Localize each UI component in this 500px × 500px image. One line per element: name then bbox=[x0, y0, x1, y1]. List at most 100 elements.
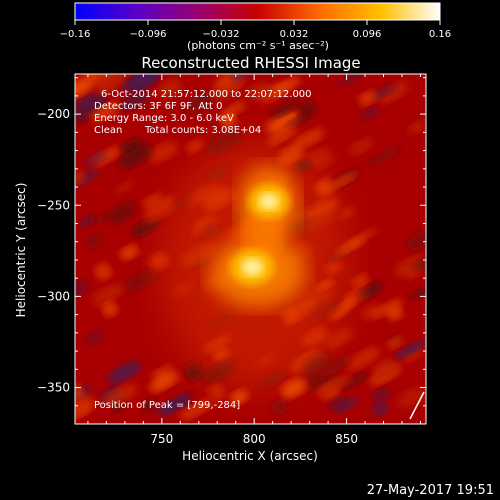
emission-patch bbox=[84, 232, 103, 249]
annotation-peak: Position of Peak = [799,-284] bbox=[94, 400, 240, 411]
emission-patch bbox=[367, 146, 402, 166]
emission-patch bbox=[333, 397, 358, 413]
emission-patch bbox=[246, 82, 270, 101]
timestamp: 27-May-2017 19:51 bbox=[367, 483, 494, 498]
emission-patch bbox=[348, 138, 373, 155]
x-tick-label: 850 bbox=[335, 432, 358, 446]
emission-patch bbox=[91, 283, 124, 305]
emission-patch bbox=[101, 301, 118, 317]
annotation-detectors: Detectors: 3F 6F 9F, Att 0 bbox=[94, 101, 222, 112]
emission-patch bbox=[326, 172, 358, 191]
emission-patch bbox=[143, 202, 176, 223]
annotation-method: Clean bbox=[94, 125, 122, 136]
emission-patch bbox=[207, 383, 225, 401]
emission-patch bbox=[397, 386, 426, 408]
emission-patch bbox=[107, 361, 142, 384]
colorbar-tick-label: −0.16 bbox=[60, 29, 91, 40]
emission-patch bbox=[140, 397, 159, 414]
emission-patch bbox=[406, 230, 426, 251]
emission-patch bbox=[75, 99, 106, 122]
plot-area bbox=[75, 74, 426, 424]
emission-patch bbox=[318, 355, 353, 377]
y-axis: −200 −250 −300 −350 bbox=[37, 77, 426, 407]
emission-patch bbox=[315, 375, 351, 397]
emission-patch bbox=[297, 101, 317, 119]
emission-patch bbox=[408, 121, 426, 134]
emission-patch bbox=[358, 90, 377, 106]
emission-patch bbox=[338, 206, 355, 220]
y-tick-label: −350 bbox=[37, 381, 70, 395]
annotation-counts: Total counts: 3.08E+04 bbox=[144, 125, 261, 136]
colorbar: −0.16 −0.096 −0.032 0.032 0.096 0.16 (photons… bbox=[60, 2, 451, 52]
emission-patch bbox=[183, 90, 218, 113]
emission-patch bbox=[281, 378, 307, 398]
emission-patch bbox=[266, 110, 301, 134]
emission-patch bbox=[267, 127, 298, 145]
emission-patch bbox=[121, 92, 149, 111]
colorbar-tick-label: −0.032 bbox=[202, 29, 239, 40]
emission-patch bbox=[376, 82, 409, 103]
emission-patch bbox=[75, 77, 95, 100]
colorbar-tick-label: 0.032 bbox=[280, 29, 309, 40]
x-tick-label: 800 bbox=[243, 432, 266, 446]
emission-patch bbox=[372, 359, 399, 380]
emission-patch bbox=[394, 340, 426, 359]
emission-patch bbox=[95, 263, 112, 280]
emission-patch bbox=[303, 371, 326, 391]
emission-patch bbox=[78, 214, 96, 228]
emission-patch bbox=[337, 74, 368, 87]
colorbar-bar bbox=[74, 2, 441, 21]
emission-patch bbox=[94, 213, 109, 224]
emission-patch bbox=[312, 154, 335, 170]
emission-patch bbox=[326, 395, 346, 410]
emission-patch bbox=[186, 139, 204, 153]
emission-patch bbox=[219, 110, 237, 129]
emission-patch bbox=[106, 202, 137, 224]
x-axis: 750 800 850 bbox=[87, 74, 421, 446]
y-tick-label: −200 bbox=[37, 107, 70, 121]
emission-patch bbox=[412, 254, 426, 273]
y-tick-label: −300 bbox=[37, 289, 70, 303]
plot-frame bbox=[74, 73, 427, 425]
y-axis-label: Heliocentric Y (arcsec) bbox=[14, 183, 28, 318]
emission-patch bbox=[351, 274, 369, 288]
emission-patch bbox=[360, 106, 380, 121]
emission-patch bbox=[94, 74, 127, 94]
colorbar-tick-label: −0.096 bbox=[129, 29, 166, 40]
emission-patch bbox=[205, 131, 242, 156]
emission-patch bbox=[401, 346, 424, 363]
emission-patch bbox=[148, 141, 178, 163]
emission-patch bbox=[371, 298, 404, 319]
emission-patch bbox=[158, 78, 182, 99]
sources bbox=[230, 184, 290, 286]
emission-patch bbox=[386, 336, 404, 349]
annotation-time: 6-Oct-2014 21:57:12.000 to 22:07:12.000 bbox=[101, 89, 312, 100]
emission-patch bbox=[75, 93, 100, 113]
annotations: 6-Oct-2014 21:57:12.000 to 22:07:12.000 … bbox=[94, 89, 312, 411]
emission-patch bbox=[286, 114, 310, 129]
x-axis-label: Heliocentric X (arcsec) bbox=[182, 449, 318, 463]
source-core bbox=[241, 258, 264, 277]
chart-title: Reconstructed RHESSI Image bbox=[141, 54, 360, 72]
emission-patch bbox=[84, 152, 107, 167]
emission-patch bbox=[90, 102, 120, 122]
emission-patch bbox=[272, 77, 301, 95]
emission-patch bbox=[157, 395, 190, 416]
emission-patch bbox=[210, 79, 243, 102]
colorbar-tick-label: 0.16 bbox=[429, 29, 451, 40]
emission-patch bbox=[338, 371, 370, 391]
emission-patch bbox=[132, 217, 161, 237]
emission-patch bbox=[179, 400, 212, 420]
emission-patch bbox=[230, 389, 249, 405]
y-tick-label: −250 bbox=[37, 198, 70, 212]
annotation-energy: Energy Range: 3.0 - 6.0 keV bbox=[94, 113, 234, 124]
emission-patch bbox=[372, 388, 391, 403]
emission-patch bbox=[270, 100, 299, 118]
emission-patch bbox=[291, 128, 325, 150]
x-tick-label: 750 bbox=[150, 432, 173, 446]
emission-patch bbox=[119, 245, 139, 260]
emission-patch bbox=[324, 328, 354, 349]
emission-patch bbox=[372, 401, 389, 416]
emission-patch bbox=[145, 196, 175, 214]
